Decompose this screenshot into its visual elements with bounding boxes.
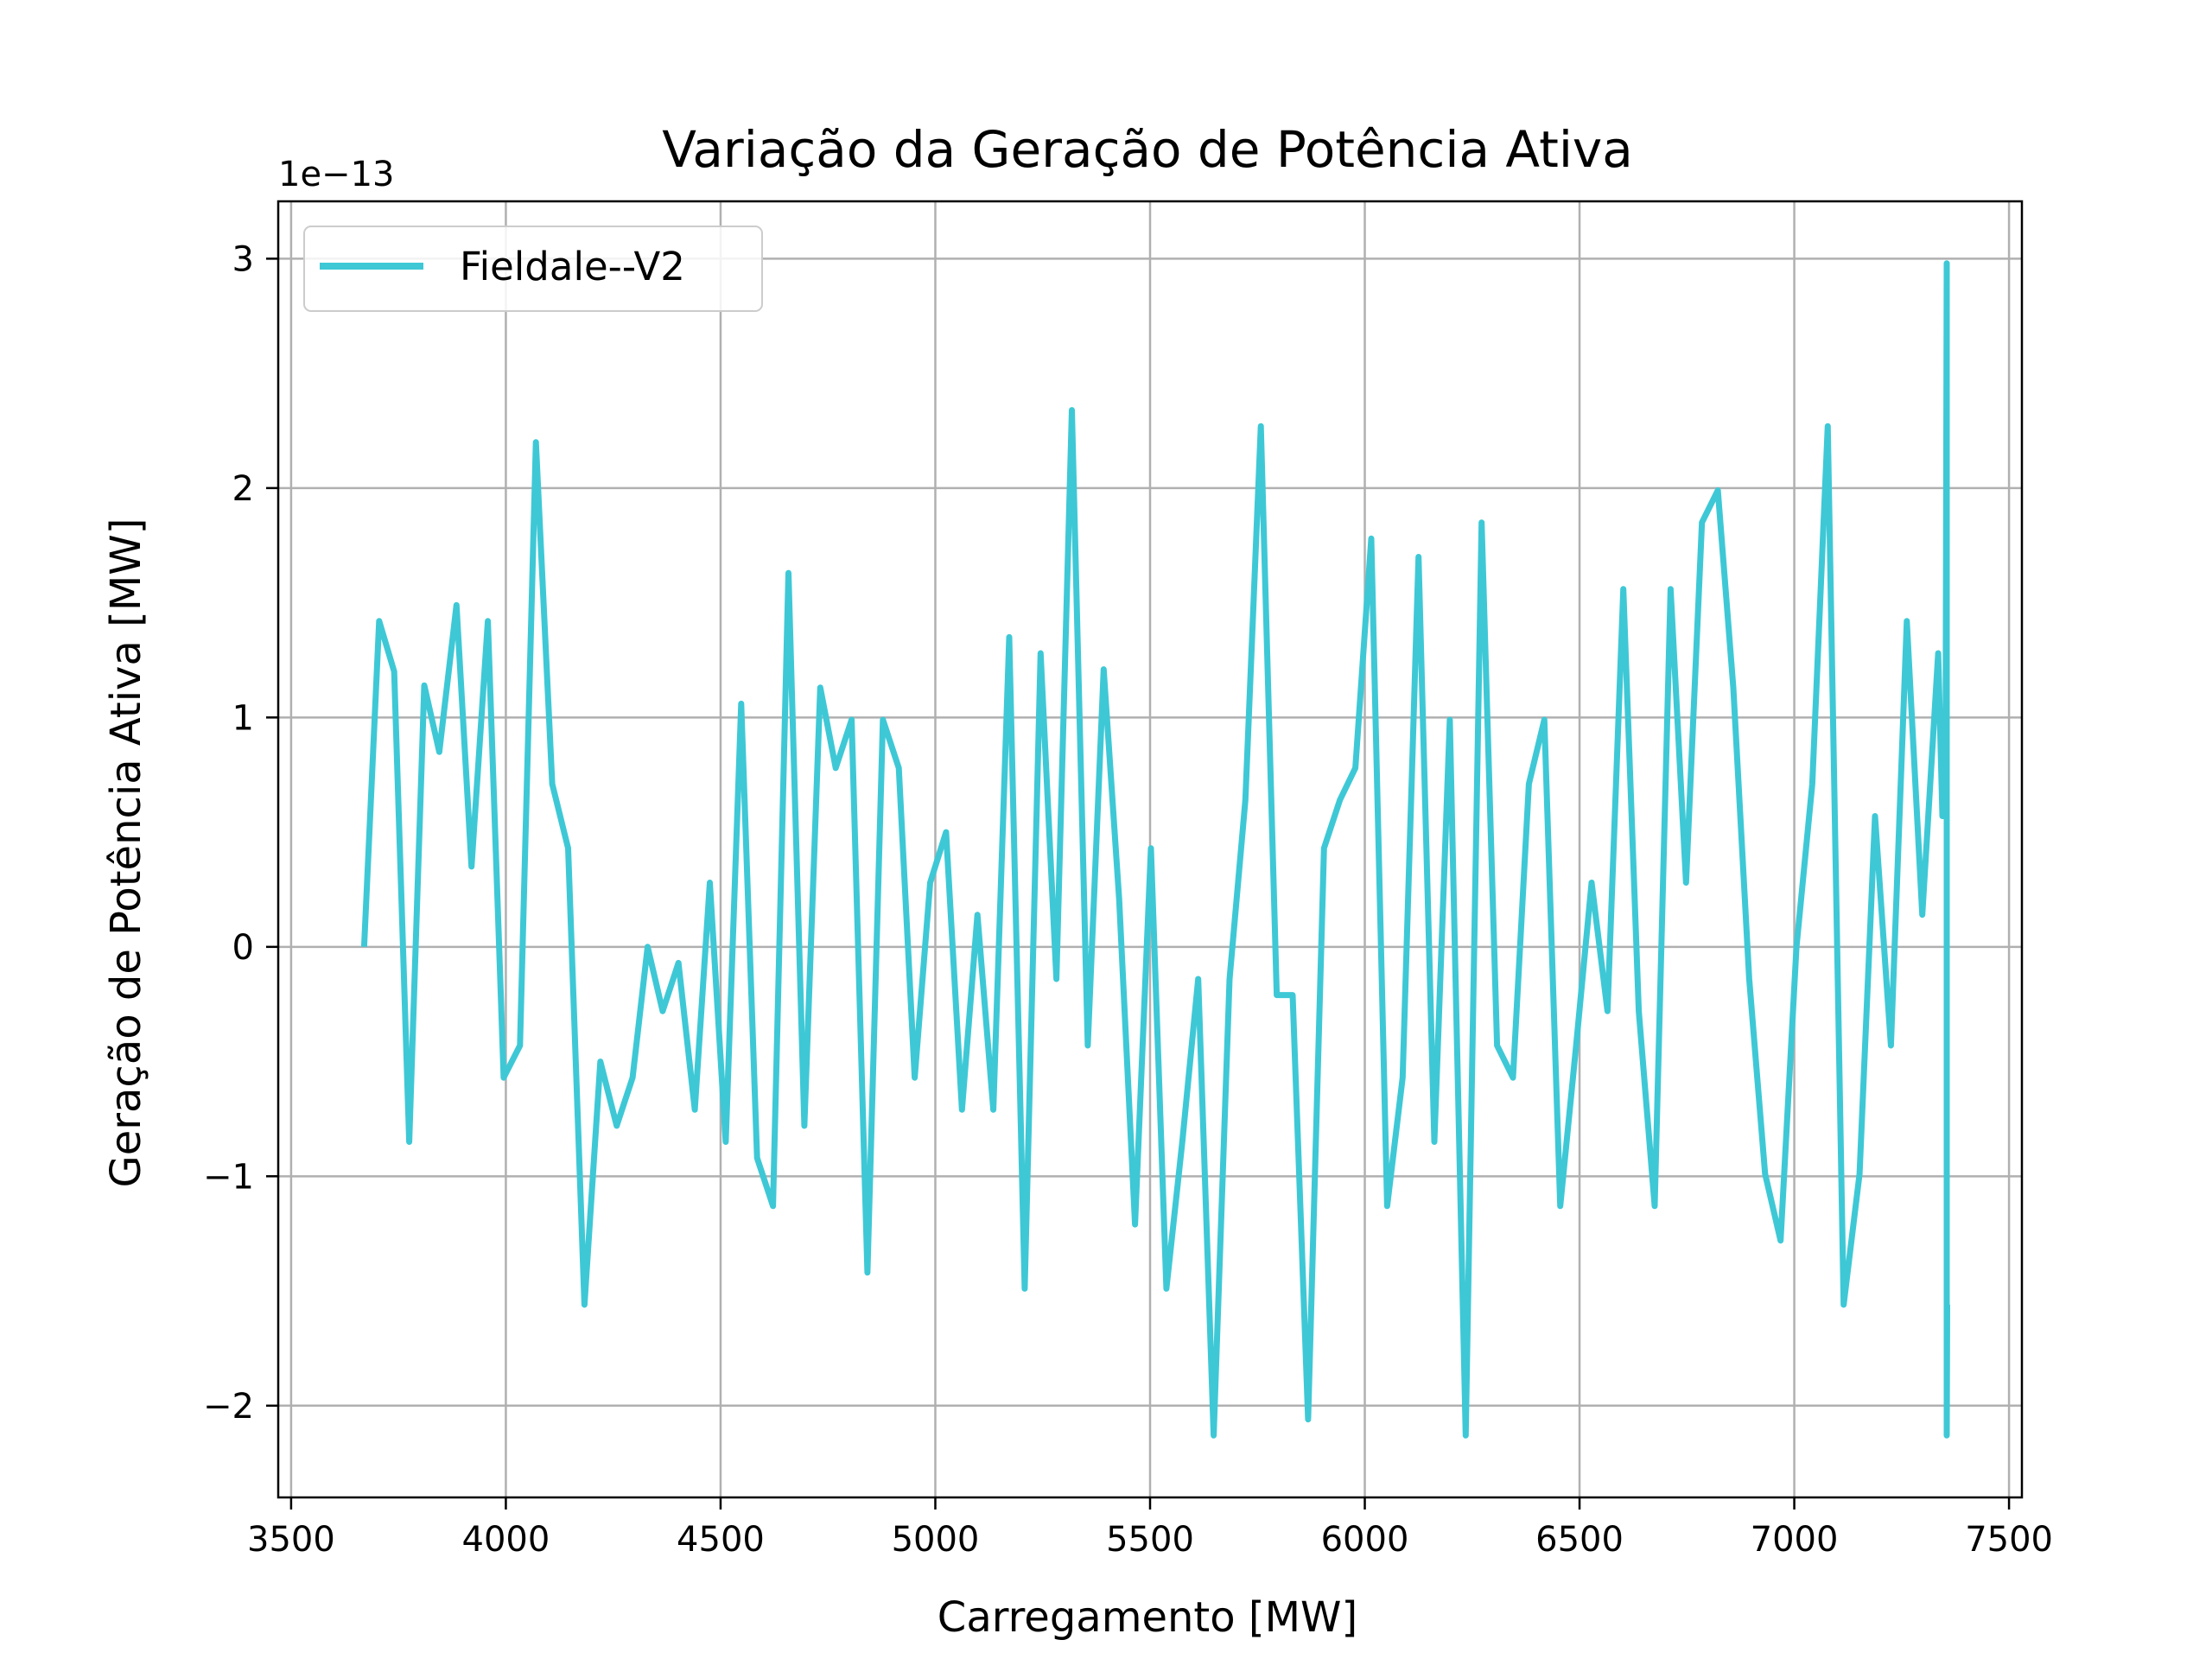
y-tick-label: 3 (232, 239, 254, 279)
series-layer (360, 260, 1950, 1439)
y-tick-label: −2 (203, 1387, 254, 1427)
x-tick-label: 7500 (1965, 1520, 2053, 1560)
x-tick-label: 6000 (1321, 1520, 1409, 1560)
x-tick-label: 3500 (247, 1520, 335, 1560)
x-tick-label: 6500 (1535, 1520, 1624, 1560)
legend-box (303, 226, 763, 312)
chart-title: Variação da Geração de Potência Ativa (662, 120, 1633, 179)
x-tick-label: 4500 (677, 1520, 765, 1560)
ticks: 3500 4000 4500 5000 5500 6000 6500 7000 7500 −2 −1… (203, 239, 2053, 1560)
y-tick-label: −1 (203, 1157, 254, 1197)
x-tick-label: 5500 (1106, 1520, 1194, 1560)
y-tick-label: 0 (232, 928, 254, 968)
y-offset-label: 1e−13 (278, 155, 394, 194)
x-tick-label: 5000 (892, 1520, 980, 1560)
x-tick-label: 4000 (462, 1520, 550, 1560)
legend: Fieldale--V2 (303, 226, 763, 312)
x-tick-label: 7000 (1751, 1520, 1839, 1560)
series-line-fieldale-v2 (360, 260, 1950, 1439)
y-axis-label: Geração de Potência Ativa [MW] (102, 518, 150, 1188)
legend-label-fieldale-v2: Fieldale--V2 (460, 244, 685, 289)
y-tick-label: 2 (232, 469, 254, 509)
x-axis-label: Carregamento [MW] (938, 1593, 1357, 1642)
grid (278, 201, 2022, 1497)
y-tick-label: 1 (232, 698, 254, 738)
